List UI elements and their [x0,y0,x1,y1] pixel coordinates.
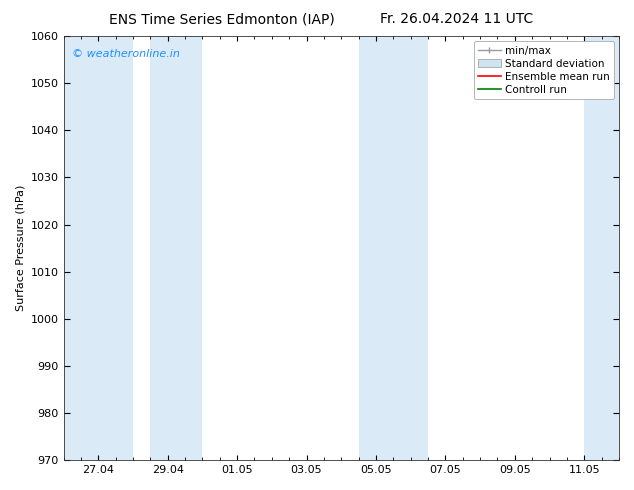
Y-axis label: Surface Pressure (hPa): Surface Pressure (hPa) [15,185,25,311]
Bar [359,36,428,460]
Legend: min/max, Standard deviation, Ensemble mean run, Controll run: min/max, Standard deviation, Ensemble me… [474,41,614,99]
Bar [585,36,619,460]
Text: © weatheronline.in: © weatheronline.in [72,49,180,59]
Text: ENS Time Series Edmonton (IAP): ENS Time Series Edmonton (IAP) [109,12,335,26]
Bar [150,36,202,460]
Bar [63,36,133,460]
Text: Fr. 26.04.2024 11 UTC: Fr. 26.04.2024 11 UTC [380,12,533,26]
